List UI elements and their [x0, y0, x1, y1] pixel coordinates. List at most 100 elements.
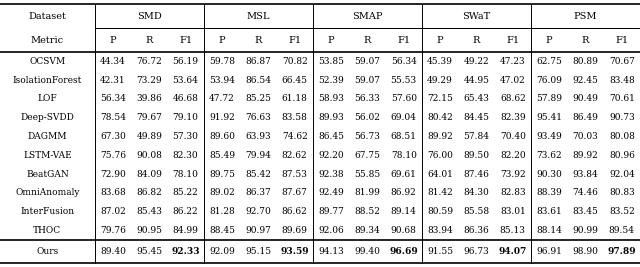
Text: 79.76: 79.76: [100, 226, 126, 235]
Text: 82.20: 82.20: [500, 151, 525, 160]
Text: Dataset: Dataset: [28, 11, 67, 21]
Text: 92.04: 92.04: [609, 170, 635, 179]
Text: 55.53: 55.53: [390, 76, 417, 85]
Text: 74.46: 74.46: [573, 188, 598, 197]
Text: 69.04: 69.04: [391, 113, 417, 122]
Text: 92.33: 92.33: [172, 247, 200, 256]
Text: 72.15: 72.15: [427, 95, 453, 103]
Text: SMAP: SMAP: [352, 11, 383, 21]
Text: SWaT: SWaT: [462, 11, 490, 21]
Text: 92.06: 92.06: [318, 226, 344, 235]
Text: DAGMM: DAGMM: [28, 132, 67, 141]
Text: 76.09: 76.09: [536, 76, 562, 85]
Text: 85.43: 85.43: [136, 207, 162, 216]
Text: 89.69: 89.69: [282, 226, 308, 235]
Text: 80.42: 80.42: [427, 113, 453, 122]
Text: 55.85: 55.85: [354, 170, 381, 179]
Text: 83.52: 83.52: [609, 207, 635, 216]
Text: 95.45: 95.45: [136, 247, 163, 256]
Text: 86.37: 86.37: [245, 188, 271, 197]
Text: 90.97: 90.97: [245, 226, 271, 235]
Text: 80.89: 80.89: [573, 57, 598, 66]
Text: 96.91: 96.91: [536, 247, 562, 256]
Text: LSTM-VAE: LSTM-VAE: [23, 151, 72, 160]
Text: 92.49: 92.49: [318, 188, 344, 197]
Text: 90.68: 90.68: [391, 226, 417, 235]
Text: Metric: Metric: [31, 36, 64, 45]
Text: 83.61: 83.61: [536, 207, 562, 216]
Text: 44.34: 44.34: [100, 57, 126, 66]
Text: 80.96: 80.96: [609, 151, 635, 160]
Text: 61.18: 61.18: [282, 95, 308, 103]
Text: 84.30: 84.30: [463, 188, 490, 197]
Text: 75.76: 75.76: [100, 151, 126, 160]
Text: 84.99: 84.99: [173, 226, 198, 235]
Text: OCSVM: OCSVM: [29, 57, 65, 66]
Text: 95.41: 95.41: [536, 113, 562, 122]
Text: 88.45: 88.45: [209, 226, 235, 235]
Text: 79.10: 79.10: [173, 113, 198, 122]
Text: 86.92: 86.92: [391, 188, 417, 197]
Text: 78.54: 78.54: [100, 113, 126, 122]
Text: 78.10: 78.10: [391, 151, 417, 160]
Text: 57.30: 57.30: [173, 132, 198, 141]
Text: 68.62: 68.62: [500, 95, 525, 103]
Text: 90.08: 90.08: [136, 151, 162, 160]
Text: 70.61: 70.61: [609, 95, 635, 103]
Text: 85.25: 85.25: [245, 95, 271, 103]
Text: 66.45: 66.45: [282, 76, 308, 85]
Text: 68.51: 68.51: [390, 132, 417, 141]
Text: 92.70: 92.70: [245, 207, 271, 216]
Text: 89.40: 89.40: [100, 247, 126, 256]
Text: 92.38: 92.38: [318, 170, 344, 179]
Text: 93.84: 93.84: [573, 170, 598, 179]
Text: 53.64: 53.64: [173, 76, 198, 85]
Text: THOC: THOC: [33, 226, 61, 235]
Text: 56.19: 56.19: [173, 57, 198, 66]
Text: 52.39: 52.39: [318, 76, 344, 85]
Text: 85.13: 85.13: [500, 226, 525, 235]
Text: 82.39: 82.39: [500, 113, 525, 122]
Text: 86.45: 86.45: [318, 132, 344, 141]
Text: 89.75: 89.75: [209, 170, 235, 179]
Text: F1: F1: [288, 36, 301, 45]
Text: 89.77: 89.77: [318, 207, 344, 216]
Text: 82.30: 82.30: [173, 151, 198, 160]
Text: 73.62: 73.62: [536, 151, 562, 160]
Text: 73.92: 73.92: [500, 170, 525, 179]
Text: 39.86: 39.86: [136, 95, 162, 103]
Text: 57.60: 57.60: [390, 95, 417, 103]
Text: OmniAnomaly: OmniAnomaly: [15, 188, 79, 197]
Text: 94.07: 94.07: [499, 247, 527, 256]
Text: R: R: [473, 36, 480, 45]
Text: 86.49: 86.49: [573, 113, 598, 122]
Text: 86.82: 86.82: [136, 188, 162, 197]
Text: F1: F1: [179, 36, 192, 45]
Text: 59.78: 59.78: [209, 57, 235, 66]
Text: 86.62: 86.62: [282, 207, 308, 216]
Text: 73.29: 73.29: [136, 76, 162, 85]
Text: 45.39: 45.39: [427, 57, 453, 66]
Text: 57.89: 57.89: [536, 95, 562, 103]
Text: 58.93: 58.93: [318, 95, 344, 103]
Text: 96.73: 96.73: [463, 247, 490, 256]
Text: 87.46: 87.46: [463, 170, 490, 179]
Text: 64.01: 64.01: [427, 170, 453, 179]
Text: P: P: [546, 36, 552, 45]
Text: 84.09: 84.09: [136, 170, 162, 179]
Text: 76.00: 76.00: [427, 151, 453, 160]
Text: 81.28: 81.28: [209, 207, 235, 216]
Text: 78.10: 78.10: [173, 170, 198, 179]
Text: 65.43: 65.43: [463, 95, 490, 103]
Text: 93.49: 93.49: [536, 132, 562, 141]
Text: 80.83: 80.83: [609, 188, 635, 197]
Text: 81.42: 81.42: [427, 188, 453, 197]
Text: 89.50: 89.50: [463, 151, 490, 160]
Text: 47.23: 47.23: [500, 57, 525, 66]
Text: 70.40: 70.40: [500, 132, 525, 141]
Text: P: P: [219, 36, 225, 45]
Text: 89.93: 89.93: [318, 113, 344, 122]
Text: 87.53: 87.53: [282, 170, 308, 179]
Text: P: P: [436, 36, 444, 45]
Text: 90.30: 90.30: [536, 170, 562, 179]
